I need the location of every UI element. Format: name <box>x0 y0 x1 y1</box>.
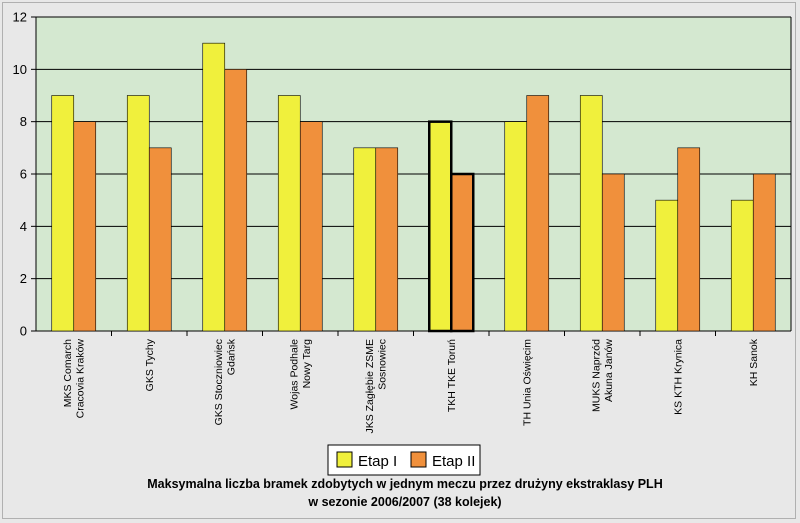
y-tick-label: 2 <box>20 271 27 286</box>
x-category-label-line: Gdańsk <box>226 338 238 375</box>
legend-box <box>327 444 481 476</box>
x-category-label-line: TH Unia Oświęcim <box>521 339 533 426</box>
x-category-label-line: Akuna Janów <box>603 339 615 402</box>
legend-label: Etap II <box>432 453 475 470</box>
x-category-label: MKS Comarch Cracovia Kraków <box>62 339 87 419</box>
x-category-label: GKS Stoczniowiec Gdańsk <box>213 338 238 425</box>
bar-etap-ii <box>375 147 399 332</box>
bar-etap-ii <box>601 173 625 332</box>
x-category-label: GKS Tychy <box>144 338 156 391</box>
bar-etap-i <box>51 95 75 332</box>
x-category-label: Wojas Podhale Nowy Targ <box>289 339 314 410</box>
bar-etap-i <box>126 95 150 332</box>
x-category-label-line: Cracovia Kraków <box>75 339 87 419</box>
bar-etap-ii <box>526 95 550 332</box>
x-category-label-line: MKS Comarch <box>62 339 74 407</box>
x-category-label-line: KH Sanok <box>748 338 760 386</box>
x-category-label-line: Sosnowiec <box>377 339 389 390</box>
bar-etap-ii <box>450 172 475 333</box>
bar-etap-i <box>353 147 377 332</box>
x-category-label-line: Wojas Podhale <box>289 339 301 410</box>
bar-etap-i <box>730 199 754 332</box>
x-category-label-line: GKS Tychy <box>144 338 156 391</box>
bar-etap-i <box>202 42 226 332</box>
bar-etap-i <box>655 199 679 332</box>
y-tick-label: 10 <box>13 62 27 77</box>
bar-etap-i <box>579 95 603 332</box>
x-category-label-line: JKS Zagłębie ZSME <box>364 339 376 434</box>
bar-etap-i <box>428 120 453 333</box>
x-category-label: JKS Zagłębie ZSME Sosnowiec <box>364 339 389 434</box>
legend-swatch <box>410 451 427 468</box>
bar-etap-ii <box>299 121 323 332</box>
x-category-label: KS KTH Krynica <box>672 339 684 415</box>
y-tick-label: 12 <box>13 10 27 25</box>
legend-swatch <box>336 451 353 468</box>
x-category-label: TH Unia Oświęcim <box>521 339 533 426</box>
x-category-label: KH Sanok <box>748 338 760 386</box>
x-category-label-line: Nowy Targ <box>301 339 313 389</box>
y-tick-label: 6 <box>20 167 27 182</box>
y-tick-label: 4 <box>20 219 27 234</box>
y-tick-label: 8 <box>20 114 27 129</box>
x-category-label-line: MUKS Naprzód <box>591 339 603 412</box>
bar-etap-i <box>277 95 301 332</box>
x-category-label-line: GKS Stoczniowiec <box>213 339 225 425</box>
bar-etap-ii <box>73 121 97 332</box>
bar-etap-ii <box>224 69 248 332</box>
chart-caption: w sezonie 2006/2007 (38 kolejek) <box>307 495 501 509</box>
chart-caption: Maksymalna liczba bramek zdobytych w jed… <box>147 477 662 491</box>
x-category-label-line: TKH TKE Toruń <box>446 339 458 412</box>
x-category-label: TKH TKE Toruń <box>446 339 458 412</box>
bar-etap-ii <box>148 147 172 332</box>
legend-label: Etap I <box>358 453 397 470</box>
bar-etap-ii <box>752 173 776 332</box>
bar-etap-ii <box>677 147 701 332</box>
x-category-label: MUKS Naprzód Akuna Janów <box>591 339 616 412</box>
bar-etap-i <box>504 121 528 332</box>
x-category-label-line: KS KTH Krynica <box>672 339 684 415</box>
y-tick-label: 0 <box>20 324 27 339</box>
